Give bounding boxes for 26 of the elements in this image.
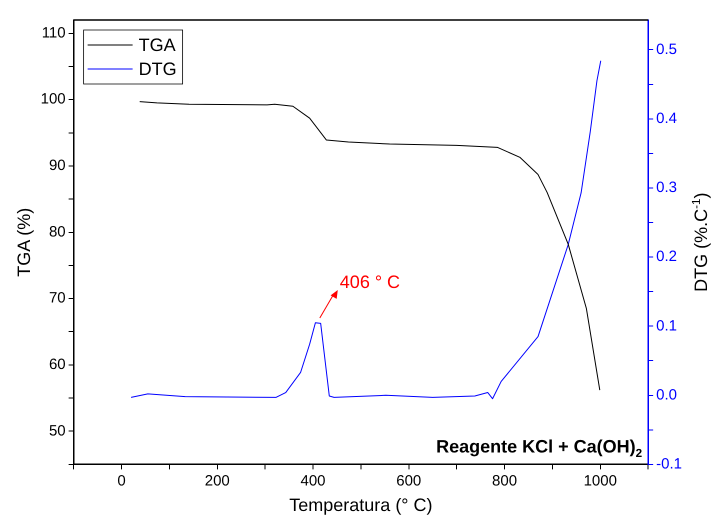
- y-axis-title: TGA (%): [14, 208, 34, 277]
- y-tick-label: 90: [48, 157, 66, 174]
- x-tick-label: 800: [492, 472, 518, 490]
- y2-tick-label: 0.2: [656, 248, 678, 266]
- legend-label: DTG: [138, 58, 177, 79]
- y-tick-label: 60: [48, 356, 66, 374]
- y2-tick-label: 0.1: [656, 317, 678, 334]
- y-tick-label: 100: [40, 90, 66, 108]
- y-tick-label: 110: [42, 24, 66, 42]
- y2-tick-label: 0.3: [656, 179, 678, 196]
- x-tick-label: 400: [300, 472, 326, 490]
- y-tick-label: 80: [48, 223, 66, 240]
- y-tick-label: 70: [48, 290, 66, 307]
- x-tick-label: 1000: [584, 472, 617, 490]
- annotation: 406 ° C: [340, 272, 400, 292]
- y-tick-label: 50: [48, 422, 66, 440]
- y2-tick-label: -0.1: [656, 456, 682, 473]
- y2-tick-label: 0.4: [656, 110, 678, 127]
- y2-tick-label: 0.5: [656, 40, 678, 58]
- x-axis-title: Temperatura (° C): [289, 495, 433, 516]
- y2-tick-label: 0.0: [656, 386, 678, 404]
- x-tick-label: 600: [396, 472, 422, 490]
- legend-label: TGA: [138, 34, 176, 55]
- x-tick-label: 200: [204, 472, 230, 490]
- x-tick-label: 0: [117, 472, 126, 490]
- y2-axis-title: DTG (%.C-1): [690, 192, 711, 292]
